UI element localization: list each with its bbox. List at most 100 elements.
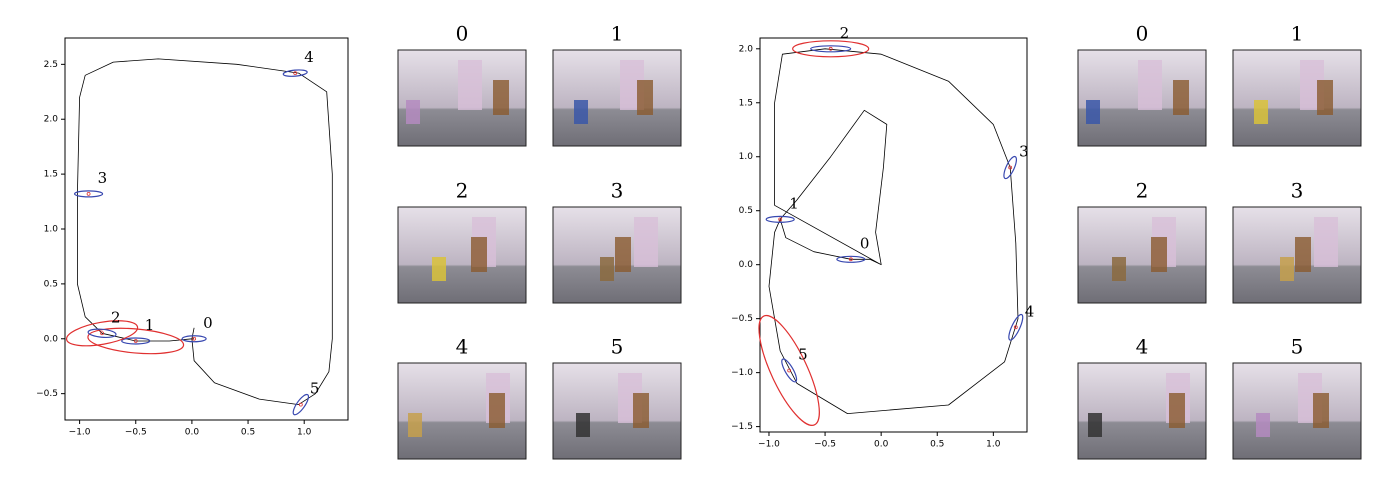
image-title: 0 [1136, 22, 1149, 46]
x-tick-label: 0.0 [185, 428, 200, 438]
image-detail [1086, 100, 1100, 124]
x-tick-label: −1.0 [69, 428, 91, 438]
y-tick-label: −0.5 [731, 314, 753, 324]
y-tick-label: 0.0 [739, 260, 754, 270]
camera-image [1232, 49, 1362, 147]
image-title: 2 [456, 179, 469, 203]
image-detail [633, 393, 649, 428]
pose-label: 1 [145, 316, 155, 334]
pose-point [778, 217, 783, 222]
image-detail [1295, 237, 1311, 272]
pose-ellipse [781, 358, 798, 383]
image-title: 1 [1291, 22, 1304, 46]
image-title: 5 [611, 335, 624, 359]
image-detail [489, 393, 505, 428]
pose-point [133, 339, 138, 343]
image-detail [615, 237, 631, 272]
image-detail [634, 217, 658, 267]
image-detail [1173, 80, 1189, 115]
pose-ellipse [87, 328, 117, 339]
y-tick-label: −1.5 [731, 422, 753, 432]
image-title: 5 [1291, 335, 1304, 359]
x-tick-label: 1.0 [297, 428, 312, 438]
image-detail [1169, 393, 1185, 428]
image-detail [1088, 413, 1102, 437]
image-title: 3 [611, 179, 624, 203]
trajectory [768, 48, 1019, 414]
x-tick-label: 0.0 [874, 440, 889, 450]
pose-ellipse [1008, 313, 1024, 341]
covariance-ellipse [758, 314, 820, 426]
image-detail [600, 257, 614, 281]
y-tick-label: −1.0 [731, 368, 753, 378]
image-detail [1313, 393, 1329, 428]
pose-ellipse [1003, 155, 1018, 180]
image-detail [1317, 80, 1333, 115]
pose-ellipse [282, 69, 308, 77]
pose-point [787, 368, 792, 373]
pose-ellipse [181, 335, 207, 343]
y-tick-label: 1.5 [739, 98, 753, 108]
image-detail [1256, 413, 1270, 437]
pose-label: 4 [1025, 302, 1035, 320]
pose-label: 2 [840, 24, 850, 42]
x-tick-label: −0.5 [814, 440, 836, 450]
pose-label: 0 [860, 234, 870, 252]
image-detail [1112, 257, 1126, 281]
y-tick-label: 2.0 [44, 115, 59, 125]
covariance-ellipse [792, 40, 870, 58]
plot-frame [759, 37, 1028, 433]
image-detail [471, 237, 487, 272]
x-tick-label: −0.5 [125, 428, 147, 438]
image-detail [574, 100, 588, 124]
camera-image [1232, 362, 1362, 460]
pose-label: 5 [798, 345, 808, 363]
camera-image [1077, 206, 1207, 304]
plot-frame [64, 37, 349, 421]
pose-ellipse [292, 393, 310, 416]
x-tick-label: 0.5 [930, 440, 944, 450]
image-detail [1151, 237, 1167, 272]
image-detail [493, 80, 509, 115]
y-tick-label: 2.5 [44, 60, 58, 70]
image-detail [1314, 217, 1338, 267]
pose-label: 5 [310, 380, 320, 398]
pose-ellipse [73, 190, 104, 198]
image-title: 3 [1291, 179, 1304, 203]
pose-point [1013, 325, 1018, 330]
y-tick-label: 0.0 [44, 334, 59, 344]
pose-label: 2 [111, 308, 121, 326]
image-detail [576, 413, 590, 437]
camera-image [552, 49, 682, 147]
image-detail [637, 80, 653, 115]
image-detail [408, 413, 422, 437]
camera-image [552, 362, 682, 460]
pose-point [293, 71, 298, 76]
pose-ellipse [810, 45, 852, 53]
image-detail [458, 60, 482, 110]
image-detail [1138, 60, 1162, 110]
y-tick-label: 1.0 [739, 152, 754, 162]
pose-point [298, 402, 303, 407]
y-tick-label: −0.5 [36, 389, 58, 399]
pose-ellipse [836, 255, 866, 263]
pose-label: 0 [203, 314, 213, 332]
pose-point [828, 46, 833, 51]
image-detail [432, 257, 446, 281]
image-title: 4 [456, 335, 469, 359]
image-title: 1 [611, 22, 624, 46]
pose-point [848, 257, 853, 262]
pose-point [192, 336, 197, 341]
pose-point [86, 191, 91, 196]
image-title: 2 [1136, 179, 1149, 203]
image-detail [1254, 100, 1268, 124]
image-detail [406, 100, 420, 124]
y-tick-label: 1.0 [44, 225, 59, 235]
y-tick-label: 1.5 [44, 170, 58, 180]
pose-label: 4 [304, 48, 314, 66]
image-title: 4 [1136, 335, 1149, 359]
trajectory [77, 58, 333, 405]
x-tick-label: 1.0 [986, 440, 1001, 450]
pose-label: 3 [98, 169, 108, 187]
